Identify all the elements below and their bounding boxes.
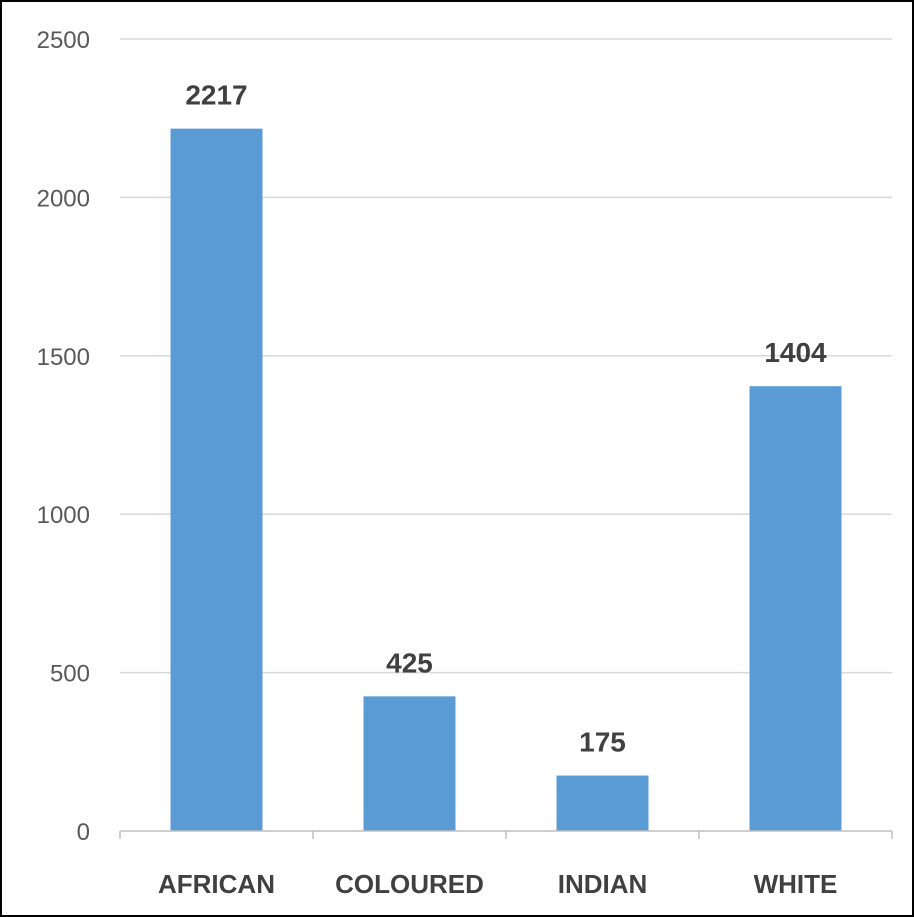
y-tick-label: 2000 [37,185,90,212]
y-tick-labels: 0 500 1000 1500 2000 2500 [37,27,90,846]
data-label: 2217 [185,80,247,111]
data-label: 175 [579,727,626,758]
bar [170,128,263,831]
data-labels: 2217 425 175 1404 [185,80,827,758]
category-label: WHITE [754,869,838,899]
y-tick-label: 0 [77,819,90,846]
category-label: COLOURED [335,869,484,899]
bars [170,128,842,831]
y-tick-label: 1500 [37,344,90,371]
y-tick-label: 2500 [37,27,90,54]
bar [556,775,649,831]
category-label: INDIAN [558,869,648,899]
data-label: 1404 [764,337,827,368]
y-tick-label: 1000 [37,502,90,529]
bar [749,386,842,831]
category-labels: AFRICAN COLOURED INDIAN WHITE [158,869,837,899]
bar [363,696,456,831]
category-label: AFRICAN [158,869,275,899]
data-label: 425 [386,647,433,678]
y-tick-label: 500 [50,661,90,688]
x-axis [119,830,893,839]
